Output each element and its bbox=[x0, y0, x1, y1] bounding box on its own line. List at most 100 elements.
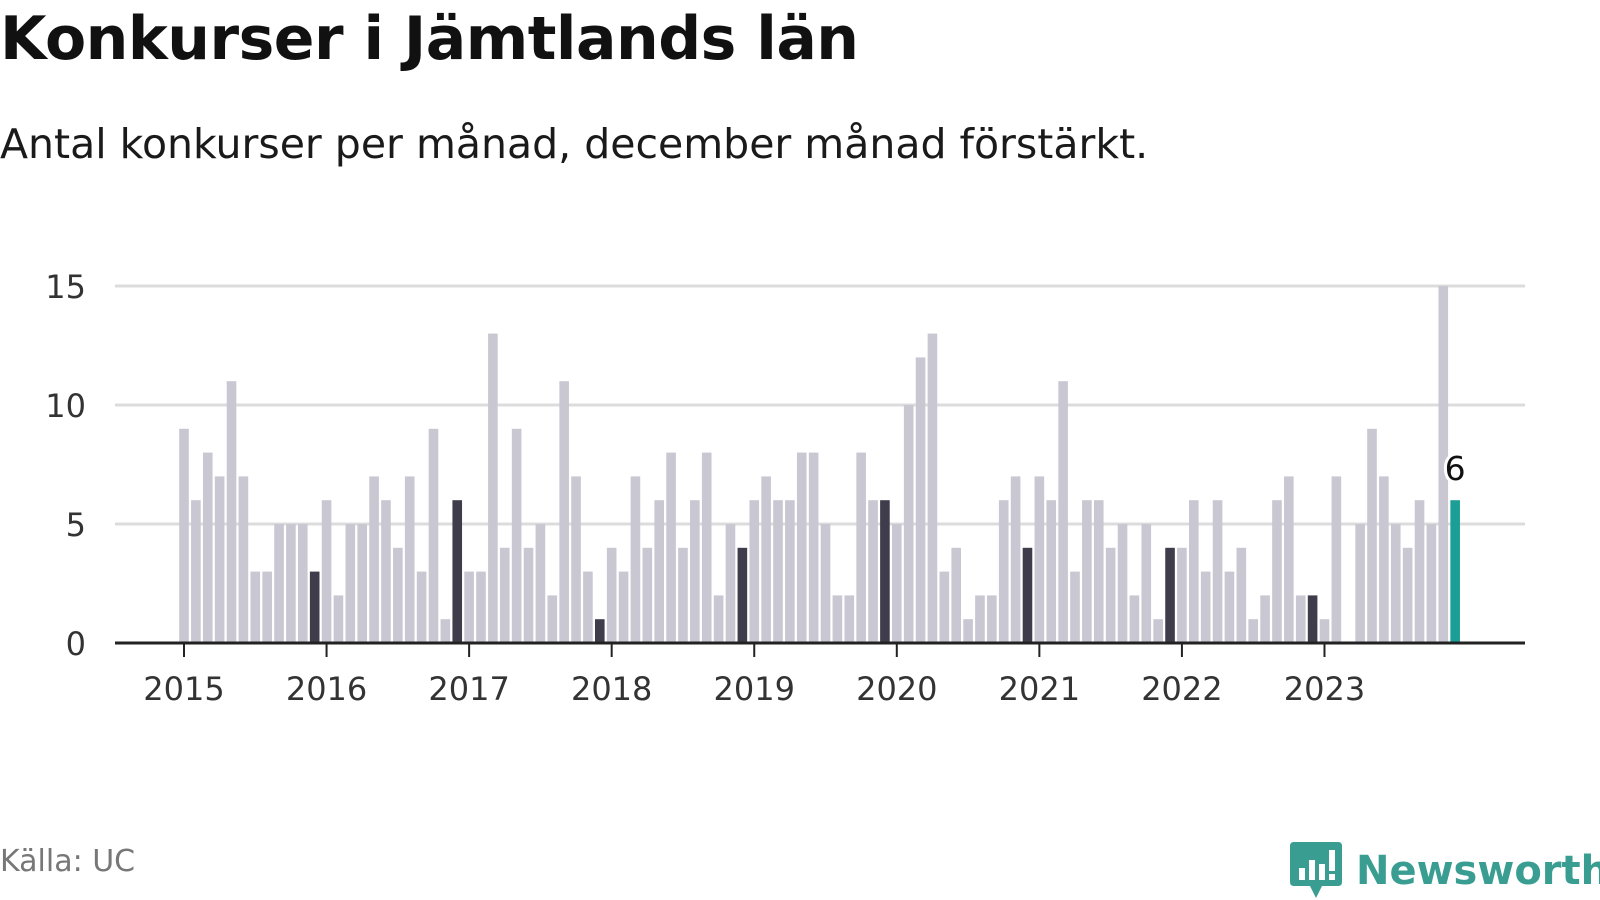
bar bbox=[1331, 476, 1342, 643]
bar bbox=[630, 476, 641, 643]
bar bbox=[856, 452, 866, 643]
bar bbox=[321, 500, 332, 643]
bar bbox=[547, 595, 558, 643]
y-tick-label: 15 bbox=[45, 268, 86, 306]
bars bbox=[179, 286, 1460, 643]
bar bbox=[1177, 547, 1187, 643]
bar bbox=[1153, 619, 1163, 643]
bar bbox=[381, 500, 391, 643]
highlight-value-label: 6 bbox=[1445, 449, 1466, 488]
y-tick-label: 10 bbox=[45, 387, 86, 425]
x-tick-label: 2018 bbox=[571, 670, 652, 708]
x-tick-label: 2020 bbox=[856, 670, 937, 708]
bar bbox=[250, 571, 261, 643]
bar bbox=[1355, 524, 1365, 643]
bar bbox=[535, 524, 546, 643]
bar bbox=[642, 547, 653, 643]
bar bbox=[975, 595, 985, 643]
chart-subtitle: Antal konkurser per månad, december måna… bbox=[0, 120, 1149, 168]
bar bbox=[191, 500, 201, 643]
bar bbox=[868, 500, 878, 643]
bar bbox=[1248, 619, 1258, 643]
x-tick-label: 2022 bbox=[1141, 670, 1222, 708]
bar bbox=[1284, 476, 1294, 643]
bar bbox=[476, 571, 486, 643]
x-axis bbox=[115, 641, 1525, 657]
bar bbox=[1034, 476, 1045, 643]
x-tick-label: 2023 bbox=[1284, 670, 1365, 708]
bar bbox=[654, 500, 664, 643]
bar bbox=[1367, 428, 1377, 643]
bar bbox=[1414, 500, 1425, 643]
bar bbox=[202, 452, 213, 643]
bar bbox=[690, 500, 700, 643]
bar bbox=[1319, 619, 1330, 643]
bar bbox=[713, 595, 724, 643]
bar bbox=[1046, 500, 1057, 643]
bar bbox=[452, 500, 463, 643]
bar bbox=[1260, 595, 1270, 643]
bar bbox=[488, 333, 498, 643]
bar bbox=[880, 500, 890, 643]
brand-name: Newsworthy bbox=[1356, 848, 1600, 894]
bar bbox=[666, 452, 676, 643]
bar bbox=[796, 452, 807, 643]
bar bbox=[1082, 500, 1092, 643]
bar bbox=[404, 476, 415, 643]
brand-logo[interactable]: Newsworthy bbox=[1290, 842, 1600, 900]
bar bbox=[1426, 524, 1437, 643]
bar bbox=[737, 547, 748, 643]
bar-chart-speech-bubble-icon bbox=[1290, 842, 1342, 898]
bar bbox=[1212, 500, 1223, 643]
bar bbox=[226, 381, 237, 643]
bar bbox=[808, 452, 819, 643]
bar bbox=[1141, 524, 1152, 643]
bar bbox=[892, 524, 902, 643]
bar bbox=[214, 476, 225, 643]
bar bbox=[416, 571, 427, 643]
bar bbox=[428, 428, 439, 643]
bar bbox=[749, 500, 760, 643]
bar bbox=[963, 619, 973, 643]
bar bbox=[1295, 595, 1306, 643]
bar bbox=[1129, 595, 1140, 643]
bar bbox=[583, 571, 593, 643]
bar bbox=[915, 357, 926, 643]
bar bbox=[951, 547, 961, 643]
bar bbox=[1272, 500, 1282, 643]
bar bbox=[393, 547, 403, 643]
bar bbox=[1390, 524, 1401, 643]
bar bbox=[1105, 547, 1116, 643]
bar bbox=[761, 476, 771, 643]
source-label: Källa: UC bbox=[0, 844, 136, 879]
bar bbox=[1117, 524, 1128, 643]
bar bbox=[785, 500, 795, 643]
bar bbox=[369, 476, 379, 643]
grid-lines bbox=[115, 284, 1525, 526]
bar bbox=[345, 524, 356, 643]
bar bbox=[1307, 595, 1318, 643]
bar bbox=[298, 524, 308, 643]
bar bbox=[701, 452, 712, 643]
bar bbox=[618, 571, 629, 643]
bar bbox=[832, 595, 843, 643]
bar bbox=[440, 619, 451, 643]
bar bbox=[499, 547, 510, 643]
bar bbox=[987, 595, 997, 643]
bar bbox=[511, 428, 522, 643]
bar bbox=[773, 500, 783, 643]
bar bbox=[357, 524, 367, 643]
bar bbox=[1236, 547, 1247, 643]
x-tick-label: 2019 bbox=[714, 670, 795, 708]
bar bbox=[1224, 571, 1235, 643]
x-tick-label: 2017 bbox=[428, 670, 509, 708]
bar bbox=[820, 524, 831, 643]
bar bbox=[333, 595, 344, 643]
x-tick-label: 2021 bbox=[999, 670, 1080, 708]
y-tick-label: 5 bbox=[66, 506, 86, 544]
bar bbox=[464, 571, 474, 643]
bar bbox=[1450, 500, 1460, 643]
bar bbox=[1402, 547, 1413, 643]
bar bbox=[927, 333, 938, 643]
